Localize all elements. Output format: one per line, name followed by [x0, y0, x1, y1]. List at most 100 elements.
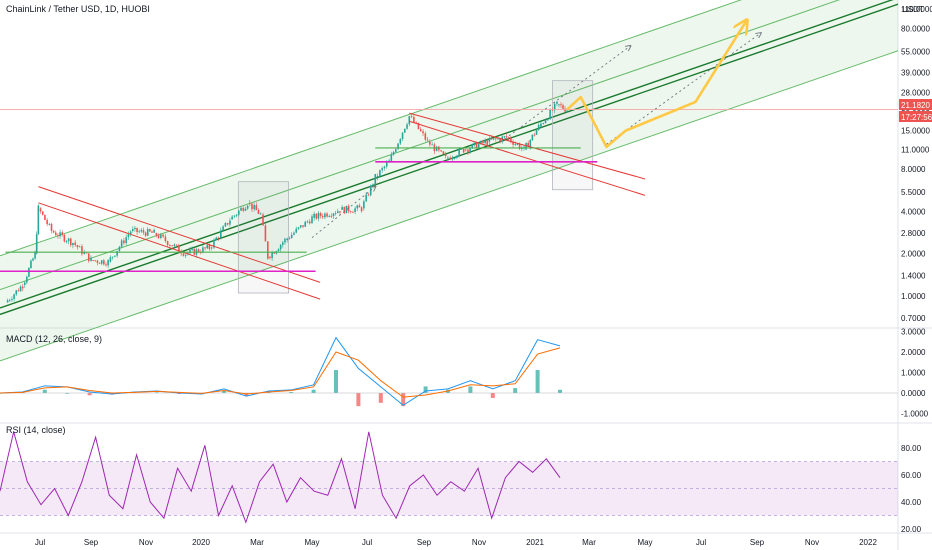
macd-tick-label: 1.0000 [901, 369, 926, 378]
channel-line [0, 0, 894, 309]
signal-line [0, 347, 561, 398]
candle [28, 268, 30, 277]
candle [505, 136, 508, 138]
price-tick-label: 80.0000 [901, 24, 930, 33]
resistance-line [409, 120, 646, 196]
candle [442, 151, 445, 155]
candle [37, 205, 40, 235]
candle [233, 215, 236, 217]
candle [492, 138, 495, 140]
candle [144, 232, 147, 236]
countdown-label: 17:27:56 [901, 113, 932, 122]
chart-title: ChainLink / Tether USD, 1D, HUOBI [6, 4, 150, 14]
candle [17, 290, 20, 292]
candle [288, 238, 291, 239]
macd-tick-label: 0.0000 [901, 389, 926, 398]
candle [345, 205, 348, 214]
candle [304, 221, 307, 227]
candle [153, 229, 155, 233]
candle [529, 140, 532, 147]
candle [533, 134, 536, 136]
candle [521, 148, 523, 150]
candle [383, 166, 386, 169]
candle [279, 244, 282, 250]
candle [495, 138, 497, 140]
candle [471, 144, 474, 149]
candle [482, 140, 484, 144]
price-tick-label: 11.0000 [901, 146, 930, 155]
candle [85, 252, 88, 254]
candle [453, 157, 456, 159]
candle [105, 264, 107, 266]
candle [512, 141, 514, 145]
candle [456, 155, 458, 158]
candle [78, 246, 81, 248]
candle [306, 221, 309, 223]
candle [21, 286, 24, 289]
candle [273, 252, 276, 254]
candle [365, 194, 367, 202]
macd-title: MACD (12, 26, close, 9) [6, 334, 102, 344]
price-tick-label: 110.0000 [901, 5, 932, 14]
price-tick-label: 5.5000 [901, 188, 926, 197]
candle [424, 133, 427, 140]
candle [397, 143, 399, 150]
candle [175, 244, 178, 246]
macd-pane [0, 336, 898, 407]
time-tick-label: Nov [472, 538, 486, 547]
candle [226, 223, 229, 225]
candle [132, 229, 134, 231]
candle [488, 138, 491, 142]
candle [302, 225, 304, 227]
dotted-projection [311, 187, 375, 239]
candle [290, 234, 293, 239]
time-tick-label: 2020 [192, 538, 210, 547]
candle [23, 282, 26, 285]
candle [59, 232, 61, 237]
candle [490, 138, 493, 140]
candle [356, 205, 359, 209]
candle [343, 207, 346, 214]
macd-histogram-bar [490, 393, 495, 398]
candle [103, 260, 105, 265]
macd-histogram-bar [535, 370, 540, 393]
candle [339, 211, 341, 213]
macd-histogram-bar [334, 370, 338, 393]
candle [109, 257, 112, 262]
candle [267, 241, 269, 259]
candle [332, 213, 335, 217]
rsi-pane [0, 431, 898, 524]
countdown-badge [899, 111, 932, 122]
candle [240, 207, 242, 211]
candle [189, 249, 191, 254]
candle [19, 286, 22, 292]
candle [160, 234, 162, 239]
candle [74, 242, 76, 246]
candle [547, 119, 549, 121]
candle [360, 207, 363, 212]
time-tick-label: 2021 [526, 538, 544, 547]
candle [35, 234, 38, 254]
price-tick-label: 0.7000 [901, 314, 926, 323]
candle [246, 205, 249, 209]
rsi-line [0, 431, 561, 524]
candle [235, 214, 238, 216]
candle [277, 249, 280, 252]
candle [57, 235, 59, 237]
candle [63, 234, 66, 242]
candle [146, 229, 149, 236]
candle [535, 130, 538, 135]
candle [253, 205, 255, 210]
macd-histogram-bar [558, 389, 562, 393]
candle [484, 140, 486, 144]
candle [497, 138, 499, 140]
candle [467, 149, 469, 152]
candle [164, 236, 167, 242]
candle [213, 239, 215, 248]
candle [116, 250, 118, 256]
candle [537, 124, 540, 131]
range-box [551, 80, 594, 191]
candle [564, 108, 566, 112]
candle [417, 122, 420, 130]
